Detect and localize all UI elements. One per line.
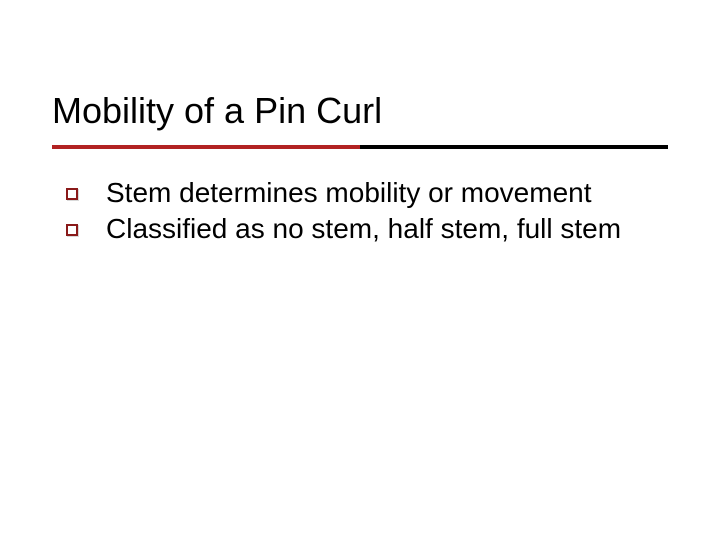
square-bullet-icon xyxy=(66,224,78,236)
slide-title: Mobility of a Pin Curl xyxy=(52,90,668,145)
slide: Mobility of a Pin Curl Stem determines m… xyxy=(0,0,720,540)
body-region: Stem determines mobility or movement Cla… xyxy=(66,176,666,248)
title-rule-accent xyxy=(52,145,360,149)
bullet-text: Stem determines mobility or movement xyxy=(106,176,666,210)
list-item: Classified as no stem, half stem, full s… xyxy=(66,212,666,246)
bullet-text: Classified as no stem, half stem, full s… xyxy=(106,212,666,246)
square-bullet-icon xyxy=(66,188,78,200)
list-item: Stem determines mobility or movement xyxy=(66,176,666,210)
bullet-list: Stem determines mobility or movement Cla… xyxy=(66,176,666,246)
title-region: Mobility of a Pin Curl xyxy=(52,90,668,149)
title-rule xyxy=(52,145,668,149)
